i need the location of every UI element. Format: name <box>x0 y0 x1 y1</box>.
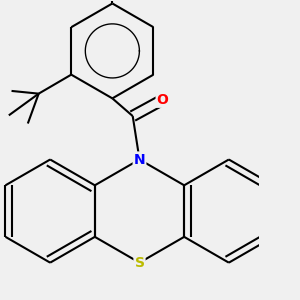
Text: S: S <box>134 256 145 270</box>
Text: O: O <box>157 93 169 107</box>
Text: N: N <box>134 152 145 167</box>
